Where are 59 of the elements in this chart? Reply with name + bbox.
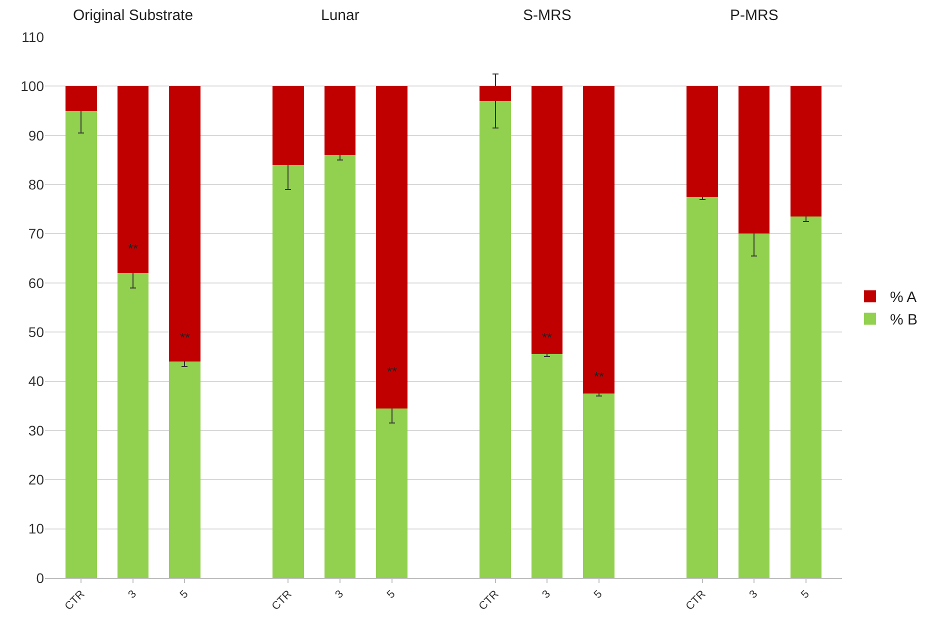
- bar: [738, 234, 770, 578]
- y-tick-label: 70: [28, 226, 44, 242]
- y-tick-label: 10: [28, 520, 44, 537]
- bar: [480, 100, 511, 578]
- y-tick-label: 80: [28, 176, 44, 192]
- y-tick-label: 90: [28, 127, 44, 144]
- y-tick-label: 60: [28, 274, 44, 291]
- legend-label: % A: [890, 289, 917, 306]
- x-tick-label: 5: [384, 588, 398, 602]
- annotation: **: [387, 364, 398, 379]
- bar: [324, 155, 356, 578]
- x-tick-label: CTR: [270, 588, 294, 613]
- y-tick-label: 0: [36, 570, 44, 586]
- bar: [531, 86, 563, 354]
- annotation: **: [128, 241, 138, 256]
- x-tick-label: 3: [126, 588, 139, 602]
- bar: [324, 86, 356, 156]
- bar: [169, 362, 200, 578]
- y-tick-label: 100: [20, 78, 44, 94]
- text: P-MRS: [730, 7, 778, 24]
- bar: [66, 86, 97, 111]
- x-tick-label: 3: [747, 588, 760, 602]
- bar: [480, 86, 511, 101]
- annotation: **: [542, 330, 552, 345]
- bar: [376, 86, 408, 408]
- y-tick-label: 30: [28, 422, 44, 438]
- bar: [117, 273, 149, 578]
- x-tick-label: 3: [333, 588, 346, 602]
- bar: [738, 86, 770, 234]
- annotation: **: [594, 369, 604, 384]
- y-tick-label: 110: [22, 28, 44, 45]
- bar: [66, 110, 97, 578]
- bar: [272, 86, 304, 165]
- bar: [583, 86, 614, 394]
- y-tick-label: 20: [28, 472, 44, 488]
- x-tick-label: 3: [540, 588, 554, 602]
- x-tick-label: CTR: [476, 588, 502, 613]
- text: Lunar: [321, 7, 360, 24]
- bar: [686, 196, 718, 578]
- y-tick-label: 50: [28, 324, 44, 340]
- annotation: **: [180, 330, 190, 345]
- text: Original Substrate: [73, 7, 194, 24]
- x-tick-label: 5: [178, 588, 191, 602]
- bar: [169, 86, 200, 362]
- legend-label: % B: [890, 312, 918, 329]
- y-tick-label: 40: [28, 373, 44, 390]
- x-tick-label: CTR: [62, 588, 88, 613]
- bar: [531, 354, 563, 578]
- bar: [376, 408, 408, 578]
- bar: [686, 86, 718, 197]
- bar: [583, 394, 614, 578]
- x-tick-label: 5: [798, 588, 812, 602]
- bar: [117, 86, 149, 274]
- bar: [790, 86, 822, 217]
- text: S-MRS: [523, 7, 572, 24]
- bar: [790, 216, 822, 578]
- x-tick-label: 5: [592, 588, 605, 602]
- x-tick-label: CTR: [684, 588, 708, 613]
- bar: [272, 164, 304, 578]
